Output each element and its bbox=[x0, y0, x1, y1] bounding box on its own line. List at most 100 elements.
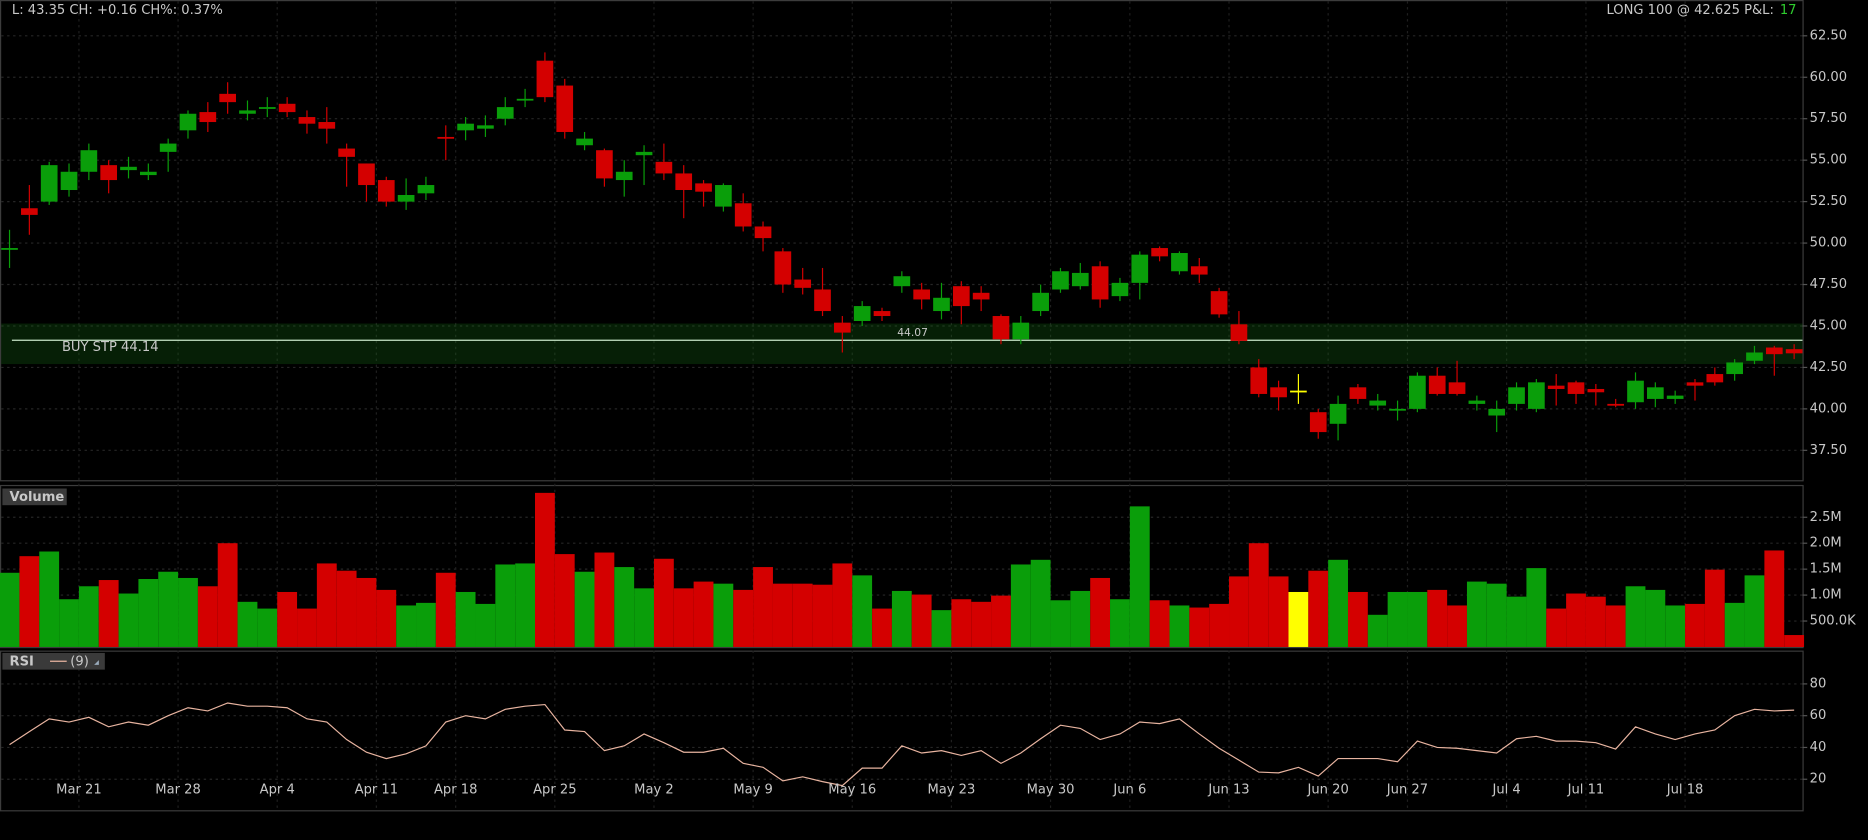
y-tick-label: 45.00 bbox=[1810, 318, 1847, 333]
candle-body bbox=[1746, 352, 1763, 361]
candle-body bbox=[1309, 412, 1327, 433]
volume-bar bbox=[1546, 608, 1567, 647]
candle-body bbox=[1190, 266, 1208, 275]
volume-bar bbox=[1110, 599, 1130, 647]
volume-bar bbox=[0, 572, 20, 647]
volume-bar bbox=[1010, 564, 1031, 647]
candle-body bbox=[1765, 347, 1783, 355]
y-tick-label: 47.50 bbox=[1810, 277, 1847, 292]
volume-bar bbox=[1605, 605, 1626, 647]
x-tick-label: May 16 bbox=[828, 782, 876, 797]
candle-body bbox=[179, 113, 197, 131]
volume-bar bbox=[1328, 559, 1348, 647]
candle-body bbox=[80, 150, 98, 172]
candle-body bbox=[1587, 388, 1605, 393]
candle-body bbox=[1151, 248, 1168, 257]
volume-bar bbox=[1189, 607, 1210, 647]
candle-body bbox=[1270, 387, 1287, 398]
y-tick-label: 2.0M bbox=[1810, 536, 1842, 551]
volume-bar bbox=[475, 603, 496, 647]
volume-label-box bbox=[2, 488, 67, 506]
candle-body bbox=[437, 136, 455, 139]
volume-bar bbox=[1784, 635, 1805, 647]
volume-bar bbox=[1526, 568, 1547, 647]
volume-bar bbox=[1169, 605, 1190, 647]
candle-body bbox=[258, 107, 276, 109]
volume-bar bbox=[852, 575, 873, 647]
candle-body bbox=[139, 171, 157, 176]
volume-bar bbox=[435, 572, 456, 647]
volume-bar bbox=[634, 588, 654, 647]
volume-bar bbox=[1090, 577, 1111, 647]
volume-bar bbox=[98, 580, 119, 647]
volume-bar bbox=[1129, 506, 1150, 647]
candle-body bbox=[1349, 387, 1367, 399]
y-tick-label: 60.00 bbox=[1810, 70, 1847, 85]
candle-body bbox=[1230, 324, 1248, 341]
volume-bar bbox=[1724, 602, 1745, 647]
candle-body bbox=[1488, 408, 1506, 416]
candle-body bbox=[834, 322, 851, 333]
price-panel bbox=[0, 0, 1804, 482]
volume-bar bbox=[1585, 596, 1606, 647]
volume-bar bbox=[1447, 605, 1467, 647]
volume-bar bbox=[1367, 614, 1388, 647]
candle-body bbox=[278, 103, 296, 113]
position: LONG 100 @ 42.625 P&L: bbox=[1606, 3, 1773, 18]
candle-body bbox=[715, 185, 732, 207]
candle-body bbox=[1012, 322, 1030, 340]
candle-body bbox=[1071, 272, 1089, 287]
candle-body bbox=[1627, 380, 1644, 403]
volume-bar bbox=[1288, 591, 1309, 647]
rsi-settings-icon[interactable] bbox=[94, 660, 99, 665]
volume-bar bbox=[951, 599, 972, 647]
candle-body bbox=[774, 251, 792, 285]
volume-bar bbox=[1387, 591, 1408, 647]
volume-bar bbox=[653, 558, 674, 647]
candle-body bbox=[457, 123, 474, 131]
x-tick-label: May 23 bbox=[927, 782, 975, 797]
candle-body bbox=[159, 143, 177, 152]
volume-bar bbox=[39, 551, 60, 647]
candle-body bbox=[1428, 375, 1446, 394]
volume-bar bbox=[1229, 576, 1249, 647]
y-tick-label: 37.50 bbox=[1810, 443, 1847, 458]
volume-bar bbox=[1347, 591, 1368, 647]
rsi-line bbox=[9, 702, 1795, 787]
candle-body bbox=[1052, 271, 1069, 290]
candle-body bbox=[695, 183, 712, 192]
candle-body bbox=[318, 122, 336, 129]
volume-bar bbox=[237, 601, 258, 647]
volume-bar bbox=[991, 595, 1011, 647]
x-tick-label: Apr 11 bbox=[355, 782, 398, 797]
y-tick-label: 40 bbox=[1810, 740, 1827, 755]
x-tick-label: May 30 bbox=[1027, 782, 1075, 797]
y-tick-label: 60 bbox=[1810, 708, 1827, 723]
volume-bar bbox=[534, 492, 555, 647]
volume-bar bbox=[277, 591, 298, 647]
candle-body bbox=[1686, 382, 1704, 386]
candle-body bbox=[1706, 374, 1724, 383]
volume-bar bbox=[614, 567, 635, 647]
x-tick-label: Apr 18 bbox=[434, 782, 477, 797]
candle-body bbox=[1785, 349, 1803, 354]
candle-body bbox=[933, 297, 950, 312]
volume-bar bbox=[1248, 543, 1269, 647]
volume-bar bbox=[832, 563, 853, 647]
candle-body bbox=[1646, 387, 1664, 399]
volume-bar bbox=[733, 589, 754, 647]
candle-body bbox=[1032, 292, 1049, 312]
candle-body bbox=[477, 125, 494, 129]
candle-body bbox=[1091, 266, 1109, 300]
candle-body bbox=[1329, 403, 1347, 424]
volume-bar bbox=[1486, 583, 1507, 647]
candle-body bbox=[596, 150, 613, 179]
volume-bar bbox=[1566, 593, 1586, 647]
volume-bar bbox=[1209, 603, 1230, 647]
candle-body bbox=[60, 171, 78, 191]
volume-bar bbox=[1625, 586, 1646, 647]
volume-bar bbox=[158, 571, 179, 647]
stop-label: BUY STP 44.14 bbox=[62, 340, 159, 355]
candle-body bbox=[1567, 382, 1585, 394]
candle-body bbox=[655, 161, 673, 174]
